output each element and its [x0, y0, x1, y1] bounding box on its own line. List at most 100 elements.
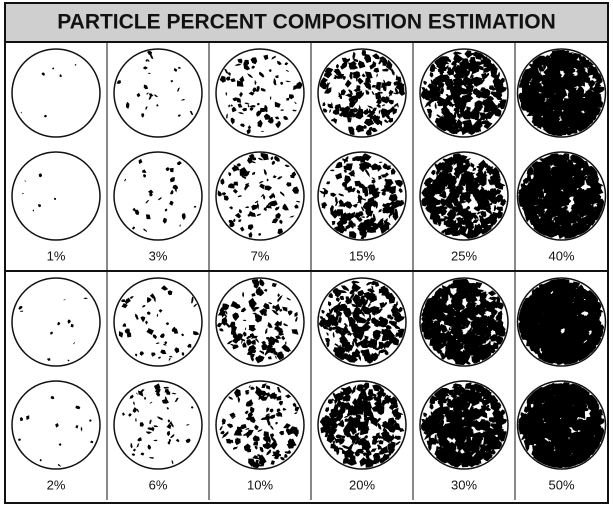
particle: [251, 205, 257, 211]
particle: [258, 233, 261, 236]
particle: [295, 406, 300, 412]
particle: [191, 406, 194, 409]
particle: [228, 396, 233, 399]
particle: [233, 446, 238, 449]
particle: [194, 206, 197, 208]
particle: [50, 332, 53, 335]
particle: [140, 422, 144, 427]
particle: [270, 409, 274, 413]
particle-field: [18, 298, 88, 362]
particle: [270, 157, 273, 161]
particle: [52, 68, 54, 70]
particle: [333, 118, 337, 124]
particle: [275, 116, 280, 119]
particle: [224, 68, 229, 74]
particle: [343, 221, 346, 225]
particle: [239, 92, 243, 98]
particle: [386, 325, 392, 330]
particle: [59, 443, 62, 445]
particle: [398, 188, 402, 193]
particle: [145, 106, 148, 109]
particle: [271, 460, 275, 465]
particle: [468, 225, 475, 229]
particle: [130, 443, 132, 449]
particle: [228, 104, 230, 107]
particle: [219, 328, 223, 331]
particle: [261, 343, 267, 350]
particle: [264, 431, 270, 436]
particle: [242, 292, 244, 298]
particle: [182, 352, 185, 355]
particle: [144, 397, 146, 400]
particle: [163, 218, 167, 224]
particle: [259, 184, 265, 190]
particle: [168, 441, 171, 445]
particle: [216, 323, 222, 328]
particle: [163, 344, 167, 346]
percent-label: 2%: [47, 477, 66, 492]
particle: [275, 422, 278, 425]
particle: [280, 82, 283, 85]
particle: [351, 385, 356, 395]
particle: [464, 50, 471, 58]
particle: [368, 186, 376, 195]
particle: [194, 304, 198, 308]
particle: [167, 407, 169, 410]
particle: [234, 389, 241, 398]
particle: [170, 177, 175, 182]
particle: [379, 440, 384, 444]
particle: [331, 193, 337, 197]
particle: [230, 104, 233, 106]
percent-label: 10%: [247, 477, 273, 492]
particle: [252, 313, 258, 315]
particle: [231, 118, 235, 125]
particle: [256, 460, 259, 463]
particle: [372, 179, 376, 183]
particle: [335, 343, 339, 347]
particle: [58, 464, 61, 467]
particle: [391, 69, 395, 76]
particle: [423, 81, 427, 85]
particle: [358, 290, 365, 296]
particle: [255, 80, 257, 85]
particle: [63, 299, 65, 300]
particle: [471, 356, 476, 360]
particle: [156, 104, 158, 106]
particle: [338, 193, 344, 196]
particle: [146, 328, 154, 335]
particle: [245, 411, 249, 415]
particle: [253, 441, 258, 445]
particle: [462, 94, 472, 104]
particle: [238, 195, 242, 197]
particle: [344, 170, 347, 173]
particle: [294, 412, 298, 414]
particle: [357, 189, 361, 193]
particle: [148, 73, 151, 74]
particle-field: [122, 383, 193, 464]
particle: [222, 192, 227, 196]
percent-label: 6%: [149, 477, 168, 492]
particle: [370, 448, 376, 452]
particle: [376, 99, 381, 105]
particle: [322, 310, 325, 314]
particle: [75, 64, 77, 66]
particle: [227, 340, 233, 344]
particle: [122, 303, 128, 308]
particle: [188, 344, 191, 348]
particle: [167, 424, 172, 429]
particle: [170, 434, 175, 438]
particle: [167, 431, 170, 436]
particle: [320, 316, 325, 319]
particle: [330, 444, 337, 450]
particle: [395, 441, 401, 446]
particle: [367, 106, 373, 109]
particle: [347, 117, 352, 122]
particle: [232, 107, 236, 113]
particle: [376, 104, 381, 108]
particle: [235, 64, 242, 66]
particle: [159, 309, 163, 313]
particle: [21, 112, 22, 114]
particle: [293, 403, 297, 407]
particle: [135, 354, 137, 357]
particle: [259, 279, 265, 287]
